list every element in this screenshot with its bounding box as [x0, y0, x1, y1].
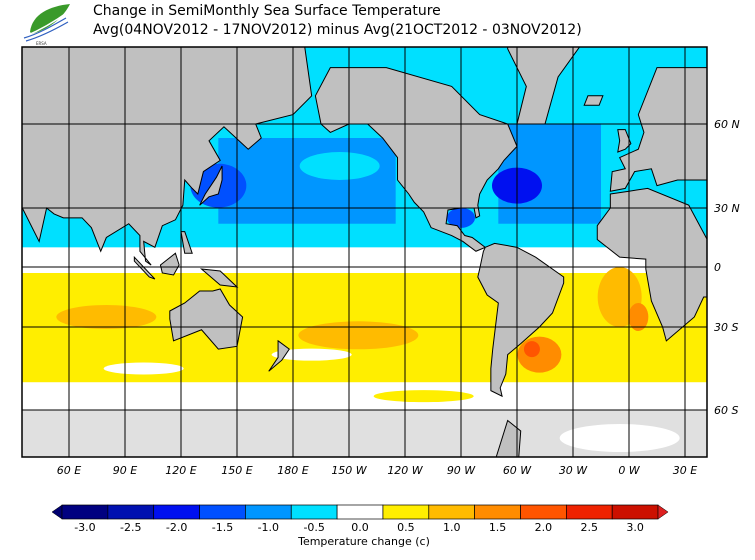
longitude-label: 0 W: [618, 464, 640, 477]
warming-benguela: [628, 303, 649, 331]
colorbar-tick-label: 0.0: [351, 521, 369, 534]
colorbar-swatch: [565, 504, 613, 520]
latitude-label: 30 N: [714, 202, 740, 215]
land-africa: [596, 187, 707, 342]
colorbar-under-arrow: [51, 504, 63, 520]
colorbar-tick-label: -0.5: [303, 521, 324, 534]
land-iceland: [583, 95, 604, 106]
colorbar-tick-label: 1.5: [489, 521, 507, 534]
longitude-labels: 60 E 90 E 120 E 150 E 180 E 150 W 120 W 90 W 60 …: [57, 464, 697, 477]
colorbar-swatch: [611, 504, 659, 520]
colorbar-label: Temperature change (c): [297, 535, 430, 548]
neutral-patch: [103, 362, 184, 375]
land-sumatra: [133, 255, 156, 280]
logo-icon: ERSA: [23, 4, 70, 46]
map-area: [22, 47, 707, 457]
colorbar-swatch: [153, 504, 200, 520]
land-philippines: [180, 231, 193, 254]
latitude-label: 60 S: [714, 404, 738, 417]
chart-subtitle: Avg(04NOV2012 - 17NOV2012) minus Avg(21O…: [93, 22, 582, 38]
longitude-label: 90 W: [447, 464, 476, 477]
colorbar-swatch: [428, 504, 475, 520]
cooling-patch: [299, 152, 380, 180]
longitude-label: 90 E: [113, 464, 137, 477]
longitude-label: 150 W: [331, 464, 367, 477]
warming-south-pacific: [298, 321, 419, 350]
longitude-label: 30 W: [559, 464, 588, 477]
latitude-label: 30 S: [714, 321, 738, 334]
longitude-label: 150 E: [221, 464, 252, 477]
colorbar-swatch: [290, 504, 338, 520]
warming-indian-ocean: [56, 305, 157, 329]
colorbar-tick-label: -1.0: [258, 521, 279, 534]
land-australia: [169, 288, 244, 350]
warming-brazil-malvinas: [517, 336, 562, 373]
neutral-southern-band: [22, 382, 707, 405]
land-asia: [22, 47, 313, 266]
colorbar-tick-label: -3.0: [74, 521, 95, 534]
colorbar-swatch: [107, 504, 155, 520]
colorbar-swatch: [336, 504, 384, 520]
colorbar-over-arrow: [657, 504, 669, 520]
colorbar-tick-label: 2.5: [581, 521, 599, 534]
land-uk: [617, 129, 632, 153]
land-japan: [199, 165, 223, 206]
longitude-label: 30 E: [673, 464, 697, 477]
land-greenland: [507, 47, 581, 125]
svg-text:ERSA: ERSA: [36, 41, 47, 46]
longitude-label: 120 E: [165, 464, 196, 477]
colorbar: -3.0 -2.5 -2.0 -1.5 -1.0 -0.5 0.0 0.5 1.0 1.5 2.0 2…: [51, 504, 669, 534]
latitude-label: 60 N: [714, 118, 740, 131]
warming-patch: [373, 390, 474, 403]
colorbar-swatch: [245, 504, 292, 520]
latitude-label: 0: [714, 261, 721, 274]
longitude-label: 60 E: [57, 464, 81, 477]
warming-hotspot: [523, 341, 540, 358]
longitude-label: 120 W: [387, 464, 423, 477]
neutral-patch: [559, 424, 680, 452]
land-borneo: [159, 252, 180, 276]
land-new-zealand: [268, 339, 290, 372]
longitude-label: 180 E: [277, 464, 308, 477]
map-frame: [21, 46, 708, 458]
colorbar-tick-label: -2.0: [166, 521, 187, 534]
land-new-guinea: [199, 268, 239, 288]
neutral-patch: [271, 348, 352, 361]
land-antarctic-peninsula: [495, 419, 522, 457]
colorbar-swatch: [520, 504, 567, 520]
cooling-north-pacific: [218, 138, 396, 224]
colorbar-tick-label: -1.5: [212, 521, 233, 534]
colorbar-tick-label: -2.5: [120, 521, 141, 534]
longitude-label: 60 W: [503, 464, 532, 477]
colorbar-swatch: [61, 504, 109, 520]
colorbar-swatch: [199, 504, 246, 520]
colorbar-swatch: [382, 504, 430, 520]
colorbar-tick-label: 2.0: [535, 521, 553, 534]
colorbar-tick-label: 1.0: [443, 521, 461, 534]
colorbar-swatch: [474, 504, 521, 520]
colorbar-tick-label: 3.0: [626, 521, 644, 534]
land-europe: [609, 67, 707, 192]
chart-title: Change in SemiMonthly Sea Surface Temper…: [93, 3, 441, 19]
colorbar-tick-label: 0.5: [397, 521, 415, 534]
latitude-labels: 60 N 30 N 0 30 S 60 S: [714, 118, 740, 417]
